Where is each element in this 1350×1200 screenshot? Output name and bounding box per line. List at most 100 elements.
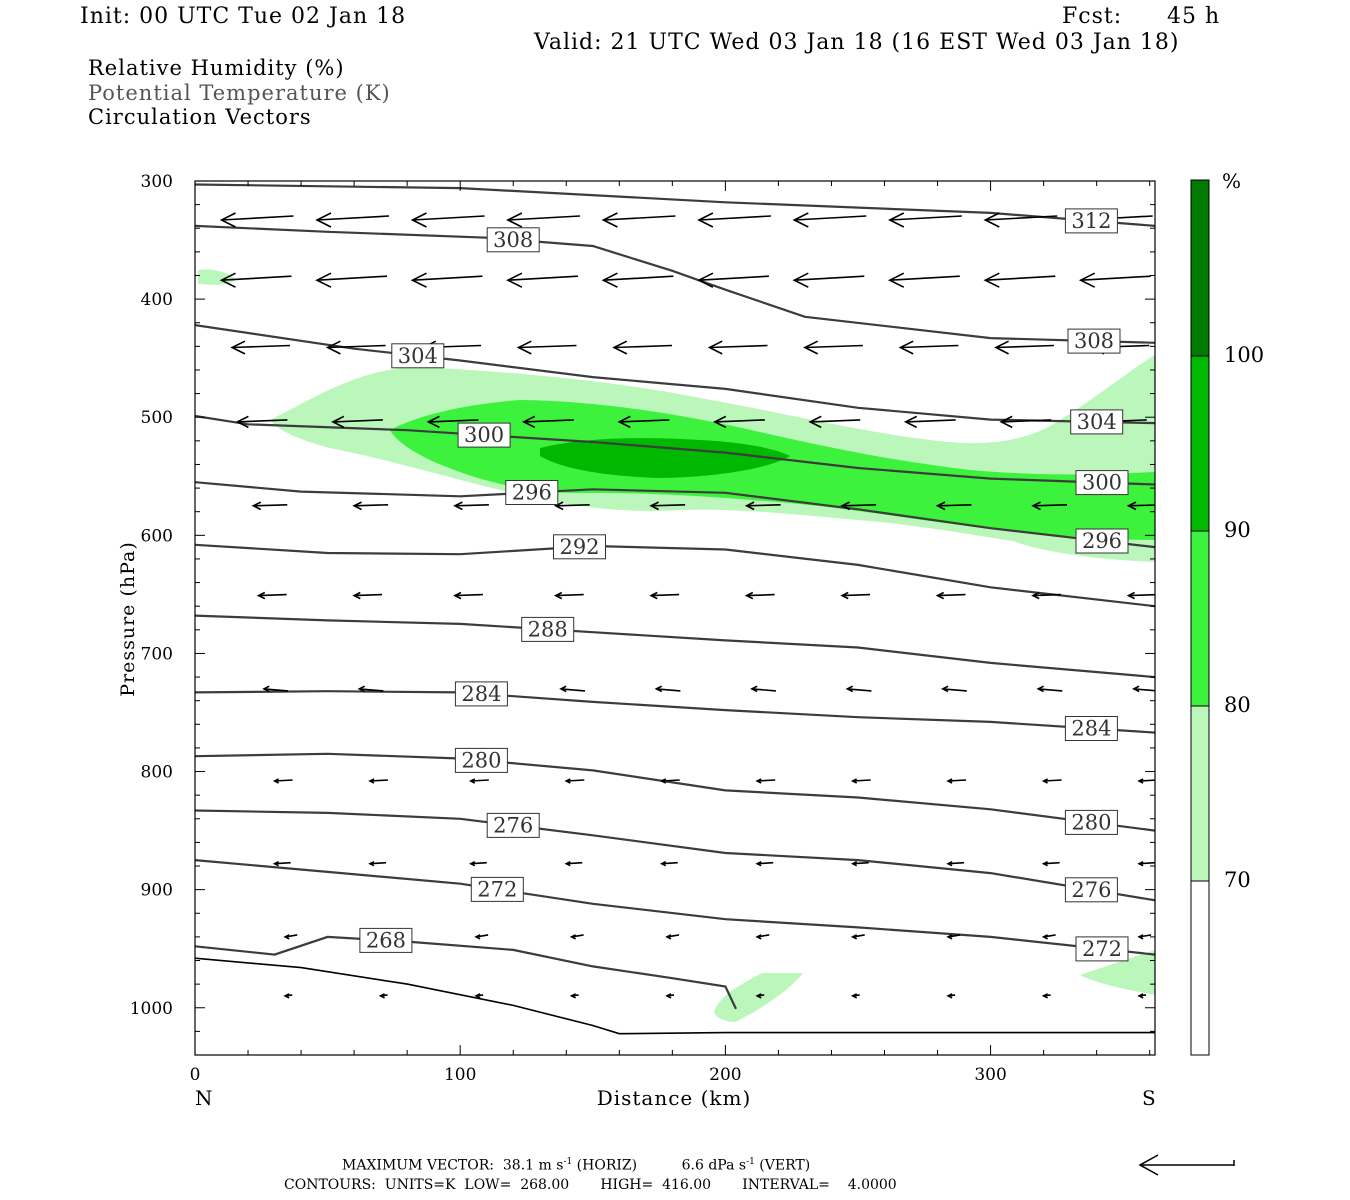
horiz-exponent: -1	[563, 1157, 573, 1167]
theta-contour-276	[195, 809, 1155, 902]
vector-arrow	[315, 212, 390, 228]
vector-arrow	[219, 272, 292, 288]
theta-label-276: 276	[1071, 878, 1111, 902]
vector-arrow	[697, 272, 769, 288]
legend-vectors: Circulation Vectors	[88, 105, 312, 129]
vector-arrow	[230, 340, 291, 355]
vector-arrow	[1041, 860, 1060, 867]
legend-theta: Potential Temperature (K)	[88, 81, 391, 105]
vector-arrow	[888, 272, 960, 288]
vector-arrow	[840, 591, 871, 600]
vector-arrow	[983, 272, 1056, 288]
theta-label-box-284	[1064, 716, 1118, 741]
vector-arrow	[665, 993, 675, 999]
vector-arrow	[352, 501, 389, 511]
vector-arrow	[469, 778, 489, 784]
vector-arrow	[564, 778, 585, 784]
vector-arrow	[553, 591, 584, 600]
vector-arrow	[946, 993, 956, 999]
vector-arrow	[352, 591, 383, 600]
vector-arrow	[410, 212, 485, 228]
theta-label-272: 272	[1082, 937, 1122, 961]
colorbar-below-70	[1190, 880, 1210, 1056]
vector-arrow	[612, 340, 673, 355]
contours-summary: CONTOURS: UNITS=K LOW= 268.00 HIGH= 416.…	[284, 1177, 897, 1193]
horiz-tag: (HORIZ)	[576, 1157, 638, 1174]
theta-label-312: 312	[1071, 209, 1111, 233]
vector-arrow	[1078, 272, 1151, 288]
vector-arrow	[256, 591, 287, 600]
y-tick-label-900: 900	[141, 881, 173, 901]
vector-arrow	[888, 212, 962, 228]
y-tick-label-500: 500	[141, 408, 173, 428]
vector-arrow	[453, 501, 489, 511]
vector-arrow	[755, 860, 774, 867]
vector-arrow	[1137, 993, 1147, 999]
vector-arrow	[506, 212, 580, 228]
y-tick-label-1000: 1000	[130, 999, 173, 1019]
vector-arrow	[564, 860, 583, 867]
vector-arrow	[1137, 860, 1155, 867]
vector-arrow	[325, 340, 386, 355]
theta-label-box-308	[1067, 328, 1121, 354]
vector-arrow	[378, 993, 388, 999]
theta-label-box-280	[1064, 809, 1118, 835]
theta-contour-272	[195, 859, 1155, 956]
vector-arrow	[1036, 685, 1063, 693]
vert-exponent: -1	[746, 1157, 755, 1167]
y-tick-label-400: 400	[141, 290, 173, 310]
vector-arrow	[744, 501, 781, 511]
vector-arrow	[559, 685, 586, 693]
vector-arrow	[410, 272, 483, 288]
vector-arrow	[1031, 501, 1068, 511]
vector-arrow	[946, 934, 961, 940]
y-axis-title: Pressure (hPa)	[117, 541, 139, 697]
vector-arrow	[357, 685, 384, 693]
vector-arrow	[654, 685, 681, 693]
vector-arrow	[697, 212, 771, 228]
theta-label-268: 268	[366, 928, 406, 952]
theta-label-272: 272	[477, 877, 517, 901]
rh-70-patch-surface-right	[1080, 950, 1155, 995]
vector-arrow	[516, 340, 577, 355]
vector-arrow	[569, 934, 584, 940]
x-axis-title: Distance (km)	[597, 1086, 752, 1110]
theta-label-300: 300	[464, 423, 504, 447]
colorbar: % 70 80 90 100	[1190, 169, 1264, 1056]
theta-contour-308	[195, 224, 1155, 344]
theta-contour-288	[195, 614, 1155, 679]
vector-arrow	[744, 591, 775, 600]
theta-label-304: 304	[398, 344, 438, 368]
colorbar-unit: %	[1222, 169, 1241, 193]
vector-arrow	[1132, 685, 1155, 693]
vector-arrow	[994, 340, 1054, 355]
vector-arrow	[946, 778, 967, 784]
vector-arrow	[665, 934, 680, 940]
theta-label-box-304	[391, 343, 445, 369]
legend-rh: Relative Humidity (%)	[88, 56, 345, 80]
vector-arrow	[368, 778, 389, 784]
vert-tag: (VERT)	[759, 1157, 811, 1174]
vector-arrow	[235, 415, 288, 429]
y-tick-label-700: 700	[141, 644, 173, 664]
theta-label-box-276	[1064, 877, 1118, 903]
vector-arrow	[569, 993, 579, 999]
vector-arrow	[792, 272, 865, 288]
vector-arrow	[935, 591, 966, 600]
vector-arrow	[750, 685, 776, 693]
vector-arrow	[999, 415, 1052, 429]
y-tick-label-800: 800	[141, 763, 173, 783]
vector-arrow	[713, 415, 765, 429]
colorbar-label-80: 80	[1224, 693, 1251, 717]
vector-arrow	[803, 340, 863, 355]
vector-arrow	[1126, 501, 1155, 511]
vector-arrow	[941, 685, 967, 693]
vector-arrow	[755, 934, 770, 940]
colorbar-80-90	[1190, 530, 1210, 707]
theta-label-box-296	[505, 480, 559, 505]
theta-contours	[195, 183, 1155, 1035]
vector-arrow	[1137, 934, 1152, 940]
theta-label-280: 280	[1071, 810, 1111, 834]
vector-arrow	[283, 934, 298, 940]
theta-label-box-272	[470, 876, 524, 902]
